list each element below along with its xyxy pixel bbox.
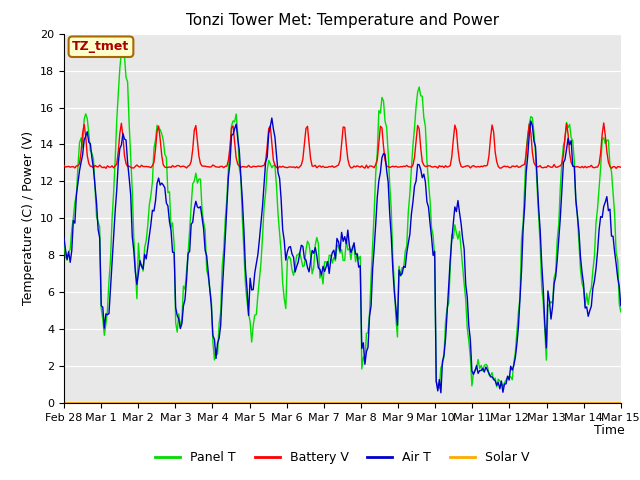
Panel T	[246, 319, 254, 324]
Legend: Panel T, Battery V, Air T, Solar V: Panel T, Battery V, Air T, Solar V	[150, 446, 534, 469]
Air T	[617, 303, 625, 309]
Panel T	[589, 267, 596, 273]
Solar V	[303, 400, 311, 406]
Panel T	[617, 309, 625, 315]
Battery V	[60, 163, 68, 168]
Battery V	[617, 164, 625, 170]
Battery V	[600, 120, 607, 126]
Text: TZ_tmet: TZ_tmet	[72, 40, 130, 53]
Air T	[268, 115, 276, 121]
Air T	[254, 252, 262, 257]
Panel T	[130, 235, 138, 241]
Panel T	[435, 386, 443, 392]
Air T	[60, 235, 68, 241]
Line: Panel T: Panel T	[64, 48, 621, 389]
Panel T	[119, 45, 127, 51]
Battery V	[226, 144, 234, 150]
X-axis label: Time: Time	[595, 423, 625, 436]
Solar V	[129, 400, 136, 406]
Solar V	[244, 400, 252, 406]
Air T	[244, 312, 252, 318]
Battery V	[586, 164, 594, 169]
Battery V	[129, 165, 136, 171]
Solar V	[60, 400, 68, 406]
Air T	[437, 390, 445, 396]
Panel T	[228, 123, 236, 129]
Title: Tonzi Tower Met: Temperature and Power: Tonzi Tower Met: Temperature and Power	[186, 13, 499, 28]
Battery V	[244, 163, 252, 168]
Air T	[226, 161, 234, 167]
Line: Battery V: Battery V	[64, 123, 621, 168]
Air T	[305, 269, 313, 275]
Panel T	[60, 239, 68, 245]
Battery V	[303, 123, 311, 129]
Air T	[129, 234, 136, 240]
Battery V	[254, 163, 262, 169]
Line: Air T: Air T	[64, 118, 621, 393]
Panel T	[255, 276, 263, 282]
Solar V	[617, 400, 625, 406]
Solar V	[254, 400, 262, 406]
Panel T	[305, 241, 313, 247]
Battery V	[612, 166, 620, 171]
Air T	[589, 285, 596, 291]
Solar V	[586, 400, 594, 406]
Solar V	[226, 400, 234, 406]
Y-axis label: Temperature (C) / Power (V): Temperature (C) / Power (V)	[22, 132, 35, 305]
